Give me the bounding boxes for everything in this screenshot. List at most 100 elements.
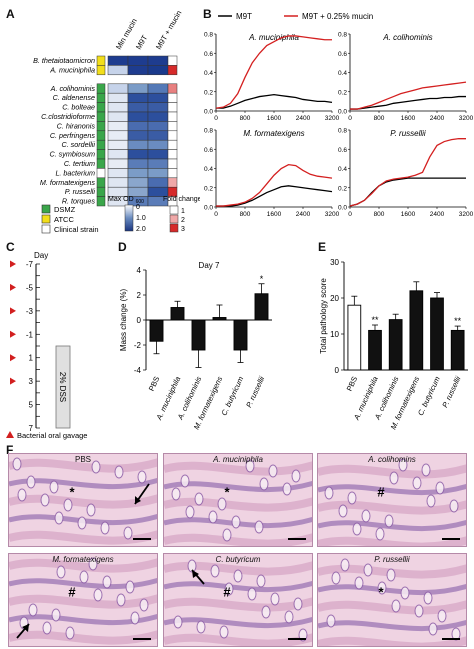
crypt [293,597,303,611]
bar [191,319,206,351]
source-cell [96,149,106,160]
histology-image: # C. butyricum [163,553,313,647]
fold-legend-swatch [169,214,179,224]
y-tick-label: 10 [330,330,339,339]
heatmap-cell [107,111,129,122]
y-tick-label: 0.2 [204,185,213,192]
tissue-band [9,477,157,490]
histology-section: * [164,454,312,546]
heatmap-cell [107,158,129,169]
x-tick-label: 1600 [401,115,416,122]
heatmap-cell [127,177,149,188]
category-label: PBS [345,375,360,392]
legend-label: M9T [236,12,252,21]
heatmap-cell [147,158,169,169]
crypt [116,593,126,607]
category-label: P. russellii [440,375,462,409]
histology-caption: PBS [74,455,91,464]
series-line [349,138,466,207]
crypt [270,592,280,606]
gavage-marker [10,354,16,362]
timeline-tick-label: -5 [26,283,34,292]
strain-label: A. muciniphila [49,65,95,74]
source-cell [96,121,106,132]
histology-image: # M. formatexigens [8,553,158,647]
timeline-tick-label: -1 [26,330,34,339]
source-cell [96,186,106,197]
panel-label-d: D [118,240,127,254]
y-tick-label: 0 [335,366,340,375]
crypt [361,509,371,523]
tissue-band [318,464,466,479]
source-cell [96,177,106,188]
source-legend-swatch [41,214,51,224]
strain-label: C. sordellii [61,140,95,149]
crypt [65,626,75,640]
source-cell [96,102,106,113]
source-cell [96,139,106,150]
strain-label: C. bolteae [62,103,95,112]
crypt [102,575,112,589]
crypt [12,457,22,471]
dss-bar [55,345,71,429]
heatmap-cell [127,92,149,103]
significance-mark: ** [454,316,462,326]
source-cell [96,158,106,169]
heatmap-column-header: M9T [134,33,150,51]
crypt [423,591,433,605]
crypt [125,580,135,594]
growth-chart: A. muciniphila 0.0 0.2 0.4 0.6 0.8 0 800 1600 240… [204,32,340,123]
crypt [384,514,394,528]
histology-caption: P. russellii [374,555,410,564]
growth-curves-panel: M9T M9T + 0.25% mucin A. muciniphila 0.0 0.2… [204,12,474,219]
heatmap-column-header: M9T + mucin [154,9,184,51]
series-line [216,93,333,109]
gavage-marker [10,307,16,315]
heatmap-cell [107,83,129,94]
x-tick-label: 3200 [459,115,474,122]
growth-chart: A. colihominis 0.0 0.2 0.4 0.6 0.8 0 800 1600 240… [338,32,474,123]
fold-change-cell [167,158,178,169]
strain-label: C. perfringens [50,131,96,140]
crypt [291,469,301,483]
histology-mark: * [69,484,75,499]
fold-legend-tick: 2 [181,217,185,224]
y-tick-label: 0.6 [204,51,213,58]
crypt [194,492,204,506]
bar [430,297,444,371]
crypt [100,521,110,535]
series-line [215,35,332,109]
significance-mark: ** [371,315,379,325]
od-legend-tick: 0 [136,204,140,211]
crypt [17,488,27,502]
y-tick-label: 30 [330,258,339,267]
crypt [282,482,292,496]
strain-label: C.clostridioforme [41,112,95,121]
fold-legend-tick: 1 [181,208,185,215]
y-tick-label: 0.2 [204,89,213,96]
crypt [222,528,232,542]
crypt [56,565,66,579]
crypt [171,487,181,501]
od-legend-tick: 2.0 [136,226,146,233]
histology-image: * A. muciniphila [163,453,313,547]
source-legend-label: Clinical strain [54,225,99,234]
growth-chart: M. formatexigens 0.0 0.2 0.4 0.6 0.8 0 800 1600 2… [204,128,340,219]
histology-image: * PBS [8,453,158,547]
crypt [347,491,357,505]
crypt [185,505,195,519]
tissue-band [9,458,157,473]
fold-change-cell [167,130,178,141]
source-legend-swatch [41,204,51,214]
crypt [268,464,278,478]
crypt [93,588,103,602]
strain-label: C. tertium [64,159,95,168]
crypt [79,570,89,584]
crypt [426,494,436,508]
fold-legend-swatch [169,223,179,233]
heatmap-cell [127,168,149,179]
bar [233,319,248,351]
crypt [247,587,257,601]
y-tick-label: 0.4 [338,70,347,77]
